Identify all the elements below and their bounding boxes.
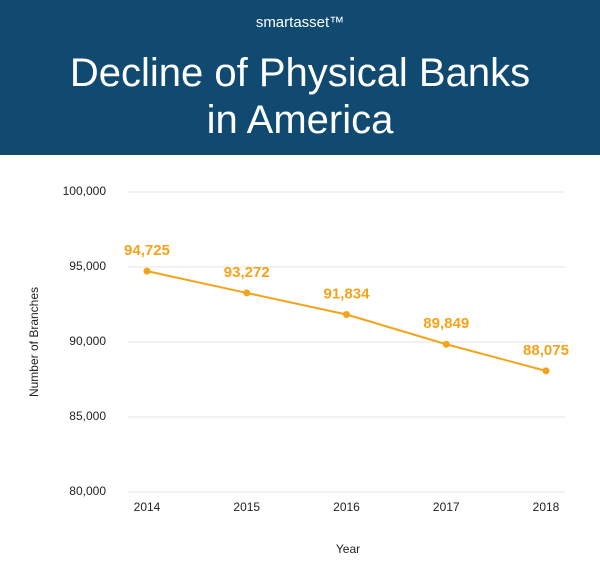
x-tick-label: 2017: [433, 500, 460, 514]
value-label: 88,075: [523, 342, 569, 359]
point: [343, 310, 350, 318]
brand: smartasset™: [255, 14, 345, 31]
value-label: 89,849: [423, 315, 469, 332]
value-label: 91,834: [324, 285, 371, 302]
point: [143, 267, 151, 275]
x-tick-label: 2014: [134, 500, 161, 514]
x-axis-label: Year: [336, 542, 360, 556]
y-tick-label: 90,000: [69, 334, 106, 348]
value-label: 93,272: [224, 264, 270, 281]
chart-title: Decline of Physical Banks in America: [69, 51, 531, 142]
value-label: 94,725: [124, 242, 170, 259]
y-tick-label: 100,000: [63, 184, 107, 198]
y-tick-label: 80,000: [69, 484, 106, 498]
point: [243, 289, 251, 297]
y-tick-label: 95,000: [69, 259, 106, 273]
x-tick-label: 2016: [333, 500, 360, 514]
header: smartasset™ Decline of Physical Banks in…: [0, 0, 600, 155]
x-tick-label: 2015: [233, 500, 260, 514]
point: [542, 367, 550, 375]
point: [442, 340, 450, 348]
x-tick-label: 2018: [533, 500, 560, 514]
y-axis-label: Number of Branches: [27, 287, 41, 397]
y-tick-label: 85,000: [69, 409, 106, 423]
